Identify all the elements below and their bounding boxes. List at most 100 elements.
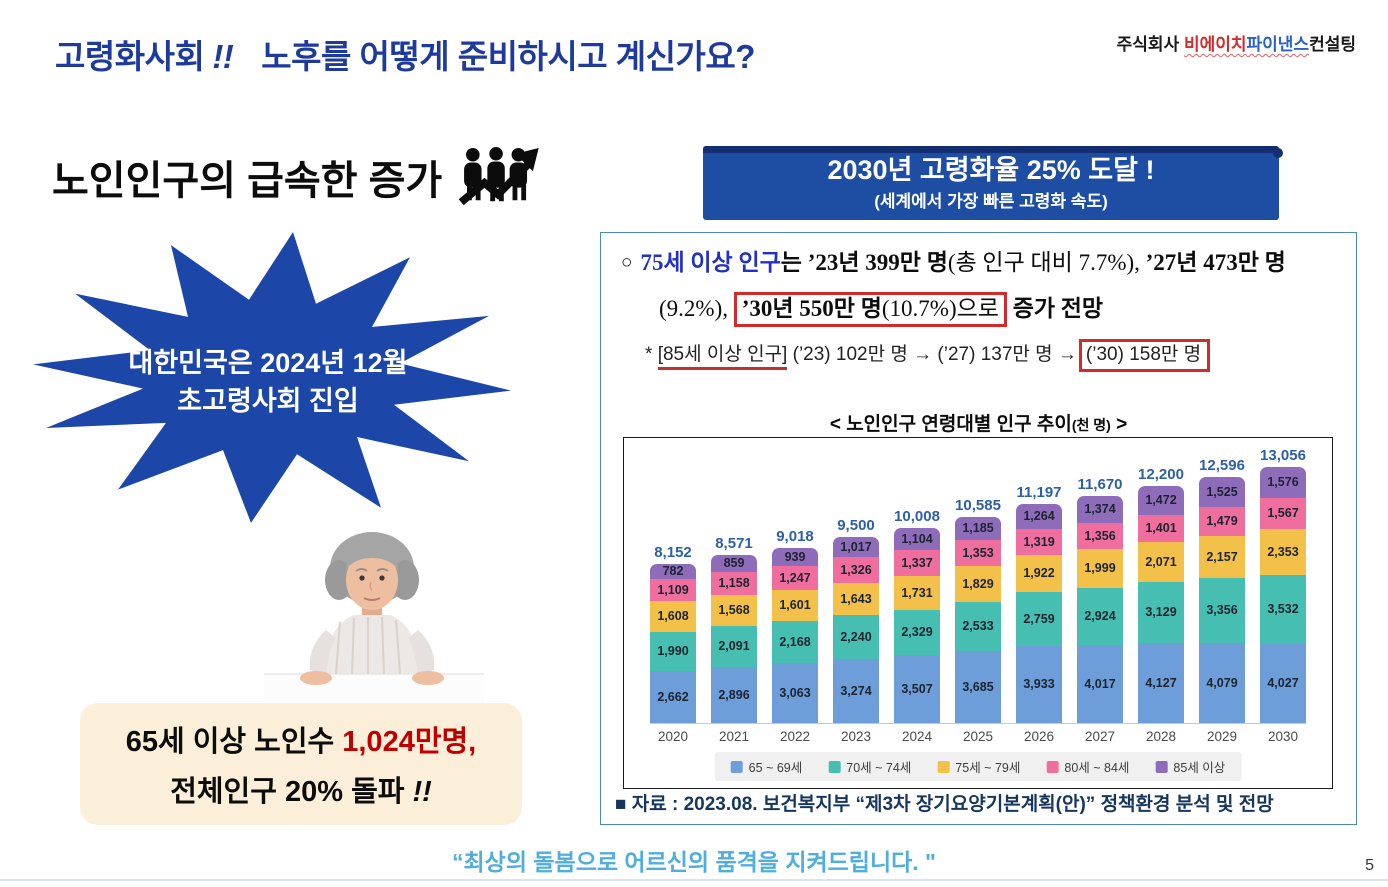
bar-segment-value: 1,472	[1145, 493, 1177, 508]
legend-label: 70세 ~ 74세	[846, 761, 912, 775]
bar-column: 12,596 4,079 3,356 2,157 1,479 1,525 2029	[1199, 457, 1245, 744]
bar-segment-value: 1,567	[1267, 506, 1299, 521]
bar-segment: 3,356	[1199, 578, 1245, 643]
bar-segment-value: 1,731	[901, 585, 933, 600]
stats-line2-boxed-normal: (10.7%)으로	[881, 295, 999, 321]
bar-segment: 1,922	[1016, 555, 1062, 592]
bar-segment-value: 2,157	[1206, 549, 1238, 564]
bar-segment-value: 1,525	[1206, 484, 1238, 499]
bar-segment-value: 3,356	[1206, 603, 1238, 618]
population-stats-text: ○ 75세 이상 인구는 ’23년 399만 명(총 인구 대비 7.7%), ’…	[621, 245, 1342, 372]
bar-segment: 1,829	[955, 566, 1001, 602]
bar-segment-value: 2,071	[1145, 554, 1177, 569]
bar-segment-value: 3,532	[1267, 602, 1299, 617]
x-axis-label: 2028	[1145, 729, 1177, 744]
bar-segment: 2,168	[772, 621, 818, 663]
x-axis-label: 2027	[1084, 729, 1116, 744]
bar-stack: 4,027 3,532 2,353 1,567 1,576	[1260, 467, 1306, 723]
bar-segment-value: 1,643	[840, 591, 872, 606]
bar-segment: 3,933	[1016, 646, 1062, 723]
bar-total-label: 12,200	[1138, 466, 1184, 483]
x-axis-label: 2026	[1023, 729, 1055, 744]
stats-line2-boxed-bold: ’30년 550만 명	[741, 295, 882, 321]
page-title-text: 고령화사회	[55, 38, 205, 75]
bar-segment: 4,027	[1260, 644, 1306, 723]
stats-line2: (9.2%), ’30년 550만 명(10.7%)으로 증가 전망	[621, 289, 1342, 327]
bar-segment-value: 2,896	[718, 687, 750, 702]
bar-segment: 1,990	[650, 632, 696, 671]
bar-segment: 1,264	[1016, 504, 1062, 529]
stats-line1: ○ 75세 이상 인구는 ’23년 399만 명(총 인구 대비 7.7%), ’…	[621, 245, 1342, 281]
starburst-callout: 대한민국은 2024년 12월 초고령사회 진입	[22, 226, 514, 534]
bar-segment-value: 939	[784, 549, 806, 564]
bar-column: 10,008 3,507 2,329 1,731 1,337 1,104 2024	[894, 508, 940, 744]
bar-stack: 3,685 2,533 1,829 1,353 1,185	[955, 517, 1001, 723]
bar-segment-value: 2,168	[779, 634, 811, 649]
statistics-panel: ○ 75세 이상 인구는 ’23년 399만 명(총 인구 대비 7.7%), ’…	[600, 232, 1357, 825]
elderly-count-value: 1,024만명,	[342, 726, 477, 758]
bar-segment-value: 4,127	[1145, 675, 1177, 690]
legend-swatch	[730, 760, 743, 773]
bar-segment-value: 1,326	[840, 562, 872, 577]
chart-legend: 65 ~ 69세 70세 ~ 74세 75세 ~ 79세 80세 ~ 84세 85세 이…	[714, 752, 1242, 781]
company-blue-part: 파이낸스	[1246, 35, 1310, 54]
bar-segment-value: 1,576	[1267, 475, 1299, 490]
bar-column: 10,585 3,685 2,533 1,829 1,353 1,185 2025	[955, 497, 1001, 744]
bar-stack: 3,933 2,759 1,922 1,319 1,264	[1016, 504, 1062, 723]
x-axis-label: 2025	[962, 729, 994, 744]
bar-segment: 2,662	[650, 671, 696, 723]
bar-total-label: 9,500	[837, 517, 875, 534]
bar-total-label: 10,008	[894, 508, 940, 525]
x-axis-label: 2023	[840, 729, 872, 744]
bar-segment-value: 1,479	[1206, 514, 1238, 529]
bar-segment: 2,157	[1199, 536, 1245, 578]
bar-segment: 1,247	[772, 566, 818, 590]
bar-segment: 2,533	[955, 602, 1001, 651]
chart-title-unit: (천 명)	[1071, 417, 1111, 433]
bar-stack: 4,127 3,129 2,071 1,401 1,472	[1138, 486, 1184, 723]
starburst-shape	[33, 232, 511, 523]
bar-segment: 3,507	[894, 655, 940, 723]
legend-item: 85세 이상	[1155, 757, 1225, 776]
legend-item: 80세 ~ 84세	[1046, 757, 1129, 776]
bar-segment: 3,063	[772, 663, 818, 723]
bar-segment-value: 2,329	[901, 625, 933, 640]
bar-total-label: 11,197	[1016, 484, 1062, 501]
x-axis-label: 2020	[657, 729, 689, 744]
bar-segment-value: 1,264	[1023, 509, 1055, 524]
x-axis-label: 2030	[1267, 729, 1299, 744]
population-growth-icon	[456, 146, 540, 208]
bar-stack: 4,079 3,356 2,157 1,479 1,525	[1199, 477, 1245, 723]
bar-column: 9,500 3,274 2,240 1,643 1,326 1,017 2023	[833, 517, 879, 744]
bar-segment: 1,601	[772, 590, 818, 621]
bar-segment-value: 1,017	[840, 539, 872, 554]
bar-segment-value: 1,158	[718, 576, 750, 591]
bar-segment-value: 4,079	[1206, 675, 1238, 690]
bar-segment: 3,129	[1138, 582, 1184, 643]
bar-total-label: 10,585	[955, 497, 1001, 514]
red-highlight-box-2030: ’30년 550만 명(10.7%)으로	[733, 291, 1007, 327]
bar-segment-value: 3,933	[1023, 677, 1055, 692]
starburst-line2: 초고령사회 진입	[177, 386, 359, 416]
bar-segment-value: 1,829	[962, 576, 994, 591]
bar-segment: 1,356	[1077, 523, 1123, 549]
bar-segment: 1,017	[833, 537, 879, 557]
bar-segment: 2,240	[833, 615, 879, 659]
company-name: 주식회사 비에이치파이낸스컨설팅	[1117, 30, 1356, 55]
bar-segment: 2,759	[1016, 592, 1062, 646]
bar-segment-value: 1,104	[901, 531, 933, 546]
legend-swatch	[1046, 760, 1059, 773]
bar-segment: 1,472	[1138, 486, 1184, 515]
starburst-text: 대한민국은 2024년 12월 초고령사회 진입	[22, 226, 514, 534]
bar-segment-value: 1,568	[718, 603, 750, 618]
bar-stack: 3,063 2,168 1,601 1,247 939	[772, 548, 818, 723]
bar-segment: 1,337	[894, 550, 940, 576]
stats-line3-mid: (’23) 102만 명 → (’27) 137만 명 →	[787, 343, 1077, 365]
chart-plot: 8,152 2,662 1,990 1,608 1,109 782 2020 8,571 2,8…	[650, 444, 1306, 744]
x-axis-label: 2029	[1206, 729, 1238, 744]
company-red-part: 비에이치	[1183, 35, 1247, 54]
legend-item: 75세 ~ 79세	[937, 757, 1020, 776]
bar-segment: 3,532	[1260, 575, 1306, 644]
elderly-count-line1: 65세 이상 노인수 1,024만명,	[126, 718, 477, 760]
bar-segment: 1,568	[711, 595, 757, 626]
